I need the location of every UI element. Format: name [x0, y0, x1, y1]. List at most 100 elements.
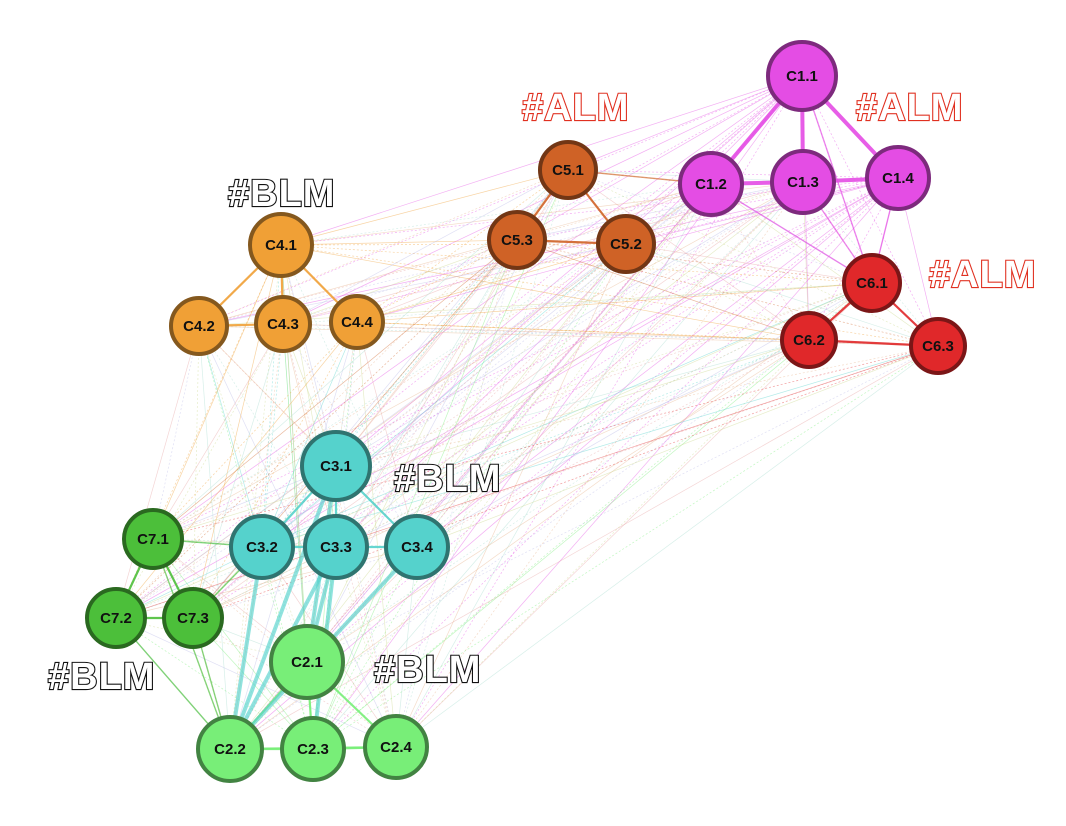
- edge-faint: [152, 239, 518, 540]
- edge-faint: [625, 243, 939, 347]
- node-circle: [596, 214, 656, 274]
- edge-faint: [152, 244, 282, 540]
- node-circle: [269, 624, 345, 700]
- node-C5-3[interactable]: C5.3: [487, 210, 547, 270]
- edge-faint: [312, 339, 810, 750]
- edge-faint: [261, 244, 282, 548]
- edge-faint: [152, 538, 314, 750]
- node-C1-1[interactable]: C1.1: [766, 40, 838, 112]
- edge-faint: [335, 75, 803, 467]
- node-C5-2[interactable]: C5.2: [596, 214, 656, 274]
- node-C4-1[interactable]: C4.1: [248, 212, 314, 278]
- edge-faint: [261, 181, 804, 548]
- node-C3-3[interactable]: C3.3: [303, 514, 369, 580]
- edge-faint: [356, 282, 873, 323]
- node-circle: [770, 149, 836, 215]
- node-circle: [329, 294, 385, 350]
- node-circle: [169, 296, 229, 356]
- tag-alm-c5: #ALM: [522, 87, 629, 129]
- node-C1-4[interactable]: C1.4: [865, 145, 931, 211]
- node-label: C3.3: [320, 539, 352, 556]
- edge-faint: [198, 325, 263, 548]
- node-circle: [678, 151, 744, 217]
- node-C2-3[interactable]: C2.3: [280, 716, 346, 782]
- edge-faint: [152, 243, 627, 540]
- node-C4-3[interactable]: C4.3: [254, 295, 312, 353]
- edge-faint: [198, 325, 308, 663]
- node-C2-1[interactable]: C2.1: [269, 624, 345, 700]
- edge-faint: [198, 325, 337, 548]
- edge-faint: [282, 323, 939, 347]
- node-C5-1[interactable]: C5.1: [538, 140, 598, 200]
- edge-faint: [152, 345, 939, 540]
- edge-faint: [152, 282, 873, 540]
- node-label: C1.3: [787, 174, 819, 191]
- edge-faint: [335, 181, 804, 548]
- edge-faint: [115, 282, 873, 619]
- node-C1-3[interactable]: C1.3: [770, 149, 836, 215]
- edge-faint: [395, 546, 418, 748]
- edge-faint: [335, 177, 899, 467]
- edge-faint: [516, 239, 873, 284]
- node-circle: [280, 716, 346, 782]
- node-C6-1[interactable]: C6.1: [842, 253, 902, 313]
- node-C3-4[interactable]: C3.4: [384, 514, 450, 580]
- edge-faint: [516, 239, 810, 341]
- node-circle: [122, 508, 184, 570]
- node-label: C6.3: [922, 338, 954, 355]
- edge-faint: [261, 177, 899, 548]
- edge-faint: [306, 339, 810, 663]
- node-C4-4[interactable]: C4.4: [329, 294, 385, 350]
- node-C7-1[interactable]: C7.1: [122, 508, 184, 570]
- node-C3-2[interactable]: C3.2: [229, 514, 295, 580]
- node-C6-3[interactable]: C6.3: [909, 317, 967, 375]
- node-C1-2[interactable]: C1.2: [678, 151, 744, 217]
- edge-faint: [710, 183, 939, 347]
- edge-faint: [280, 244, 873, 284]
- edge-faint: [395, 239, 518, 748]
- node-C6-2[interactable]: C6.2: [780, 311, 838, 369]
- tag-alm-c1: #ALM: [856, 87, 963, 129]
- edge-faint: [312, 282, 873, 750]
- node-C7-2[interactable]: C7.2: [85, 587, 147, 649]
- edge-faint: [152, 75, 803, 540]
- node-C7-3[interactable]: C7.3: [162, 587, 224, 649]
- edge-faint: [152, 325, 200, 540]
- edge-faint: [306, 239, 518, 663]
- edge-faint: [261, 339, 810, 548]
- edge-faint: [395, 339, 810, 748]
- edge-faint: [356, 243, 627, 323]
- edge-faint: [306, 282, 873, 663]
- node-label: C3.4: [401, 539, 433, 556]
- edge-faint: [282, 75, 803, 325]
- edge-faint: [625, 177, 899, 245]
- edge-faint: [261, 323, 284, 548]
- node-label: C2.3: [297, 741, 329, 758]
- edge-faint: [625, 243, 873, 284]
- edge-faint: [395, 345, 939, 748]
- nodes-layer: C1.1 C1.2 C1.3 C1.4 C2.1 C2.2 C2.3 C2.4 C3.1 C3.2…: [85, 40, 967, 783]
- node-C2-2[interactable]: C2.2: [196, 715, 264, 783]
- node-label: C5.1: [552, 162, 584, 179]
- edge-faint: [280, 244, 418, 548]
- edge-faint: [395, 243, 627, 748]
- edge-faint: [335, 183, 712, 548]
- node-label: C1.2: [695, 176, 727, 193]
- tag-blm-c4: #BLM: [228, 173, 335, 215]
- node-circle: [229, 514, 295, 580]
- edge-faint: [280, 244, 810, 341]
- edge-faint: [261, 321, 358, 548]
- edge-faint: [335, 181, 804, 467]
- edge-faint: [280, 244, 337, 467]
- node-circle: [384, 514, 450, 580]
- node-C2-4[interactable]: C2.4: [363, 714, 429, 780]
- edge-faint: [312, 177, 899, 750]
- edge-faint: [229, 345, 939, 750]
- node-label: C7.1: [137, 531, 169, 548]
- node-label: C6.1: [856, 275, 888, 292]
- node-C4-2[interactable]: C4.2: [169, 296, 229, 356]
- node-C3-1[interactable]: C3.1: [300, 430, 372, 502]
- edge-faint: [198, 169, 569, 327]
- edge-faint: [335, 177, 899, 548]
